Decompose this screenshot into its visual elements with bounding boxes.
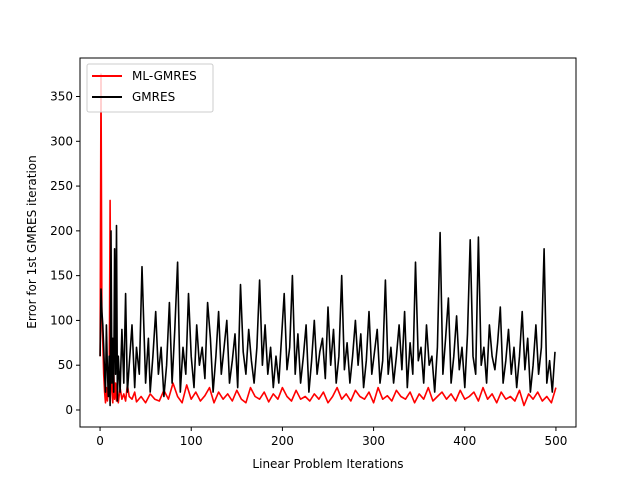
y-tick-label: 200 <box>50 224 73 238</box>
y-tick-label: 350 <box>50 90 73 104</box>
x-tick-label: 100 <box>180 434 203 448</box>
series-line-ml-gmres <box>99 73 557 407</box>
x-axis: 0 100 200 300 400 500 <box>96 427 567 448</box>
legend-label-ml-gmres: ML-GMRES <box>132 69 197 83</box>
series-line-gmres <box>99 224 556 407</box>
legend: ML-GMRES GMRES <box>86 63 214 113</box>
x-tick-label: 0 <box>96 434 104 448</box>
legend-label-gmres: GMRES <box>132 90 175 104</box>
x-tick-label: 400 <box>453 434 476 448</box>
y-tick-label: 300 <box>50 134 73 148</box>
y-tick-label: 100 <box>50 313 73 327</box>
y-tick-label: 150 <box>50 269 73 283</box>
x-axis-label: Linear Problem Iterations <box>252 457 403 471</box>
x-tick-label: 300 <box>362 434 385 448</box>
x-tick-label: 500 <box>544 434 567 448</box>
plot-lines <box>99 73 557 407</box>
x-tick-label: 200 <box>271 434 294 448</box>
y-axis: 0 50 100 150 200 250 300 350 <box>50 90 80 417</box>
y-tick-label: 250 <box>50 179 73 193</box>
plot-area-frame <box>79 57 577 428</box>
y-tick-label: 50 <box>58 358 73 372</box>
y-tick-label: 0 <box>65 403 73 417</box>
y-axis-label: Error for 1st GMRES iteration <box>25 155 39 328</box>
